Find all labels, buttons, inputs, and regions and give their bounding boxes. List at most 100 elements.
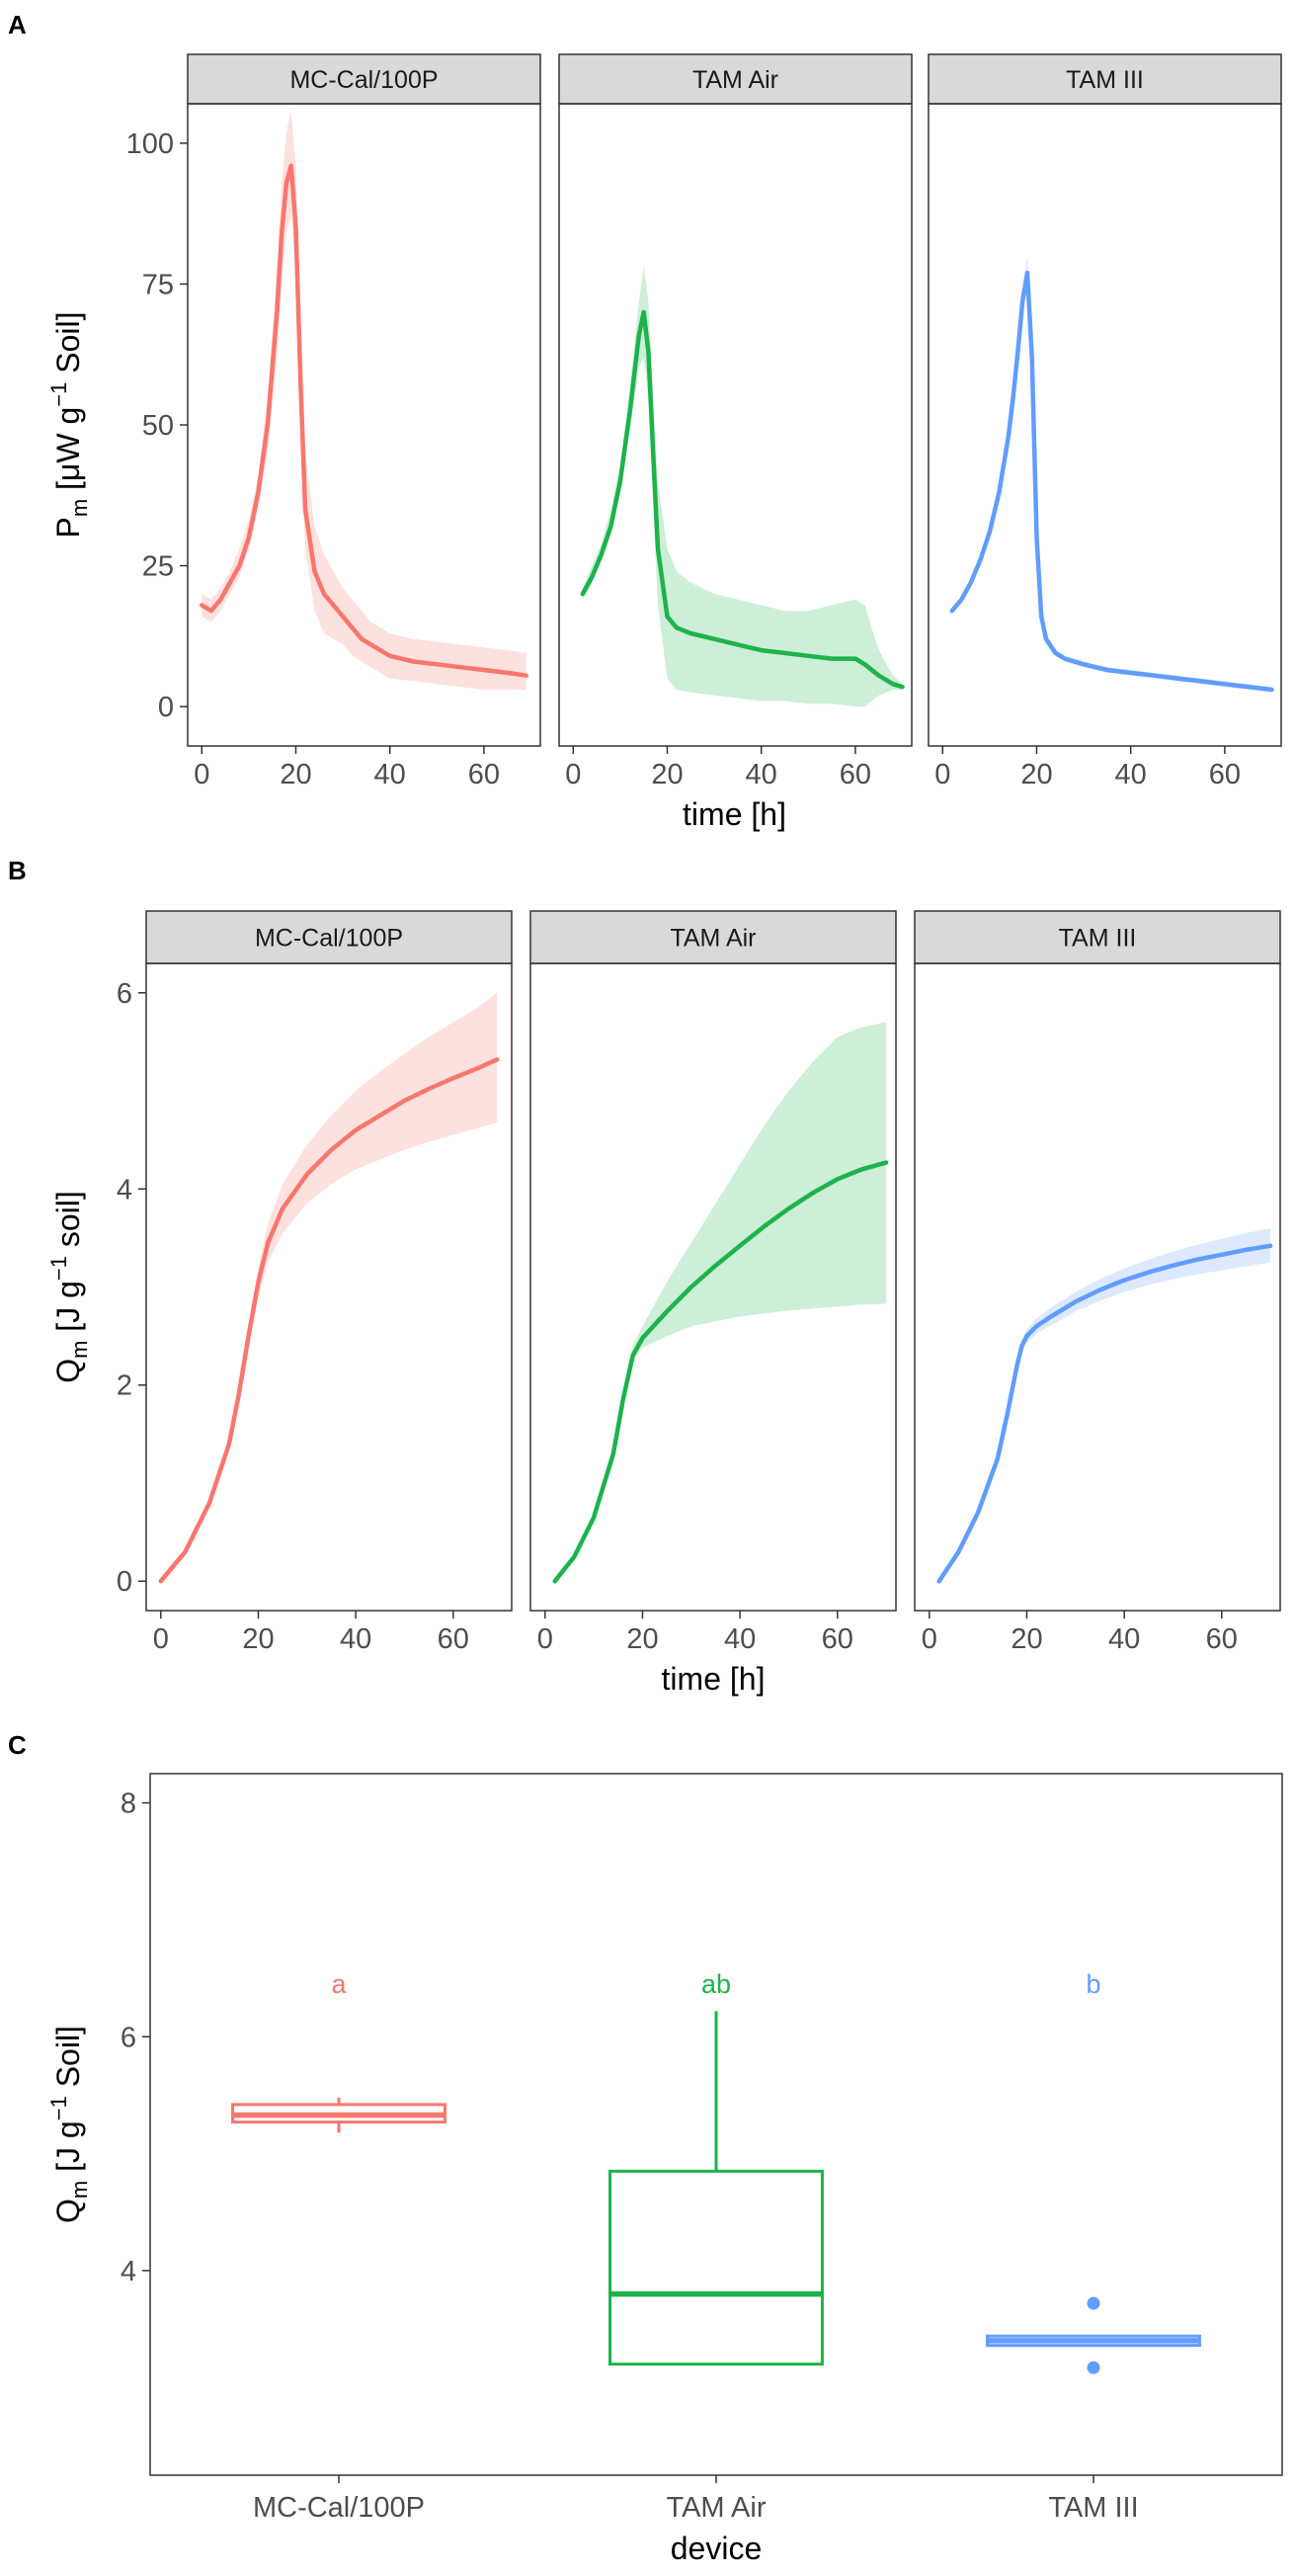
y-tick-label: 100 xyxy=(126,128,174,160)
series-line xyxy=(580,309,905,690)
significance-letter: ab xyxy=(701,1969,731,1999)
y-tick-label: 2 xyxy=(117,1371,132,1402)
x-axis-title: time [h] xyxy=(683,796,786,832)
facet-strip xyxy=(187,53,541,105)
ci-band xyxy=(160,992,498,1582)
series-line xyxy=(552,1160,889,1584)
panel-a: A MC-Cal/100P 0 20 40 60 0 25 50 75 100 TAM Air 0 20 4… xyxy=(8,10,1282,832)
x-tick-label: 20 xyxy=(280,759,311,790)
x-axis-title: time [h] xyxy=(662,1661,766,1697)
x-tick-label: 40 xyxy=(1115,759,1147,790)
y-axis-title: Pm [μW g−1 Soil] xyxy=(46,311,92,538)
y-axis-title-rest2: Soil] xyxy=(50,2026,86,2096)
x-tick-label: 60 xyxy=(438,1623,469,1655)
y-tick-label: 6 xyxy=(117,978,132,1010)
panel-c: C 4 6 8 a MC-Cal/100P ab TAM Air b TAM III device Q… xyxy=(8,1730,1283,2566)
panel-label: C xyxy=(8,1730,27,1760)
y-tick-label: 25 xyxy=(142,551,174,583)
y-axis-title-sub: m xyxy=(67,2181,92,2199)
y-axis-title-sup: −1 xyxy=(46,382,71,407)
ci-band xyxy=(554,1022,887,1582)
y-axis-title-main: Q xyxy=(50,2199,86,2223)
box-body xyxy=(608,2169,824,2367)
y-axis-title-main: Q xyxy=(50,1359,86,1383)
box-mc-cal-100p: a xyxy=(231,1969,446,2133)
outlier-point xyxy=(1087,2361,1100,2374)
y-tick-label: 75 xyxy=(142,269,174,300)
ci-band xyxy=(202,109,526,690)
x-tick-label: 20 xyxy=(242,1623,274,1655)
y-axis-title-sup: −1 xyxy=(46,1256,71,1281)
y-axis-title-rest1: [J g xyxy=(50,2120,86,2180)
y-axis-title-sub: m xyxy=(67,1341,92,1359)
facet-tam-iii: TAM III 0 20 40 60 xyxy=(928,53,1282,790)
facet-strip xyxy=(529,910,897,964)
y-axis-title-rest2: Soil] xyxy=(50,311,86,381)
ci-band xyxy=(582,267,903,707)
x-tick-label: 40 xyxy=(340,1623,371,1655)
series-line xyxy=(936,1243,1273,1584)
facet-strip xyxy=(145,910,513,964)
x-axis-title: device xyxy=(671,2531,763,2566)
x-tick-label: MC-Cal/100P xyxy=(253,2492,425,2524)
y-axis-title-rest2: soil] xyxy=(50,1191,86,1256)
plot-panel xyxy=(529,962,897,1612)
x-tick-label: 20 xyxy=(1020,759,1052,790)
y-axis-title-main: P xyxy=(50,517,86,538)
facet-tam-iii: TAM III 0 20 40 60 xyxy=(914,910,1281,1655)
ci-band xyxy=(938,1228,1271,1582)
x-tick-label: 0 xyxy=(565,759,581,790)
x-tick-label: 60 xyxy=(468,759,500,790)
plot-panel xyxy=(145,962,513,1612)
facet-strip xyxy=(928,53,1282,105)
x-tick-label: 60 xyxy=(822,1623,853,1655)
significance-letter: a xyxy=(331,1969,347,1999)
panel-label: B xyxy=(8,856,27,885)
plot-panel xyxy=(558,103,913,747)
y-tick-label: 8 xyxy=(121,1788,136,1820)
y-axis-title: Qm [J g−1 soil] xyxy=(46,1191,92,1383)
facet-strip xyxy=(914,910,1281,964)
facet-mc-cal-100p: MC-Cal/100P 0 20 40 60 0 2 4 6 xyxy=(117,910,513,1655)
y-axis-title: Qm [J g−1 Soil] xyxy=(46,2026,92,2223)
series-line xyxy=(200,163,528,678)
y-axis-title-rest1: [μW g xyxy=(50,407,86,499)
x-tick-label: TAM Air xyxy=(667,2492,767,2524)
facet-mc-cal-100p: MC-Cal/100P 0 20 40 60 0 25 50 75 100 xyxy=(126,53,541,790)
x-tick-label: 20 xyxy=(1011,1623,1042,1655)
x-tick-label: 40 xyxy=(724,1623,756,1655)
x-tick-label: 40 xyxy=(746,759,777,790)
y-tick-label: 4 xyxy=(121,2256,136,2287)
box-tam-air: ab xyxy=(608,1969,824,2367)
series-line xyxy=(158,1057,500,1584)
x-tick-label: 0 xyxy=(934,759,950,790)
x-tick-label: 40 xyxy=(1108,1623,1140,1655)
plot-panel xyxy=(928,103,1282,747)
y-tick-label: 4 xyxy=(117,1174,132,1205)
facet-strip-label: TAM III xyxy=(1059,925,1137,953)
y-axis-title-sup: −1 xyxy=(46,2096,71,2120)
facet-strip-label: TAM Air xyxy=(670,925,756,953)
y-tick-label: 0 xyxy=(158,692,174,723)
x-tick-label: 0 xyxy=(194,759,209,790)
facet-strip xyxy=(558,53,913,105)
x-tick-label: 0 xyxy=(537,1623,553,1655)
y-tick-label: 0 xyxy=(117,1566,132,1598)
x-tick-label: 20 xyxy=(651,759,683,790)
y-axis-title-sub: m xyxy=(67,499,92,517)
x-tick-label: 0 xyxy=(922,1623,937,1655)
y-tick-label: 50 xyxy=(142,410,174,442)
x-tick-label: 0 xyxy=(153,1623,169,1655)
x-tick-label: TAM III xyxy=(1048,2492,1138,2524)
x-tick-label: 60 xyxy=(1206,1623,1238,1655)
facet-tam-air: TAM Air 0 20 40 60 xyxy=(529,910,897,1655)
x-tick-label: 20 xyxy=(626,1623,658,1655)
series-line xyxy=(949,270,1274,693)
x-tick-label: 60 xyxy=(840,759,871,790)
panel-label: A xyxy=(8,10,27,40)
x-tick-label: 40 xyxy=(374,759,406,790)
facet-strip-label: TAM III xyxy=(1066,66,1144,94)
box-tam-iii: b xyxy=(986,1969,1201,2374)
outlier-point xyxy=(1087,2296,1100,2310)
